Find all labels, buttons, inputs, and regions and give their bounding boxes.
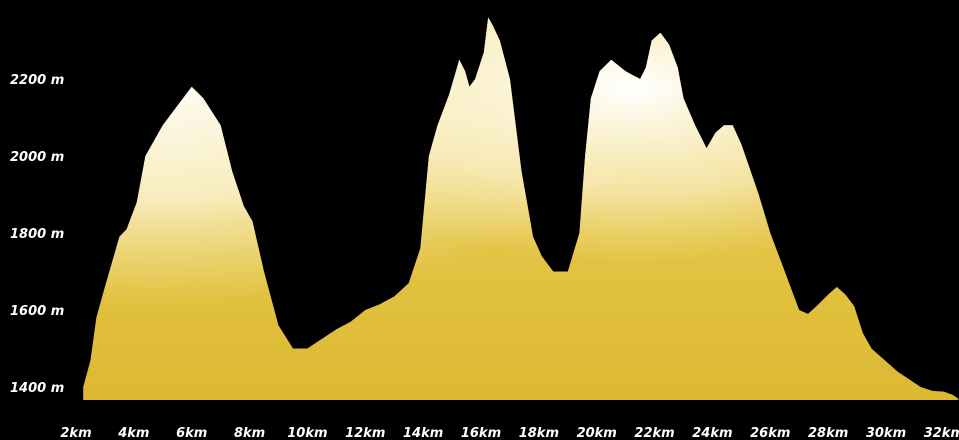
y-tick-label: 2000 m (10, 150, 64, 165)
y-tick-label: 1600 m (10, 304, 64, 319)
x-tick-label: 18km (519, 426, 559, 440)
x-tick-label: 24km (692, 426, 732, 440)
x-tick-label: 16km (461, 426, 501, 440)
x-tick-label: 22km (634, 426, 674, 440)
y-axis-ticks: 1400 m 1600 m 1800 m 2000 m 2200 m (10, 73, 64, 396)
x-axis-ticks: 2km 4km 6km 8km 10km 12km 14km 16km 18km 20km 22km… (60, 426, 959, 440)
y-tick-label: 1800 m (10, 227, 64, 242)
x-tick-label: 14km (403, 426, 443, 440)
x-tick-label: 8km (234, 426, 265, 440)
x-tick-label: 30km (866, 426, 906, 440)
x-tick-label: 2km (60, 426, 91, 440)
x-tick-label: 32km (924, 426, 959, 440)
x-tick-label: 20km (577, 426, 617, 440)
x-tick-label: 12km (345, 426, 385, 440)
y-tick-label: 1400 m (10, 381, 64, 396)
x-tick-label: 28km (808, 426, 848, 440)
x-tick-label: 26km (750, 426, 790, 440)
y-tick-label: 2200 m (10, 73, 64, 88)
x-tick-label: 10km (287, 426, 327, 440)
x-tick-label: 4km (117, 426, 149, 440)
x-tick-label: 6km (176, 426, 207, 440)
